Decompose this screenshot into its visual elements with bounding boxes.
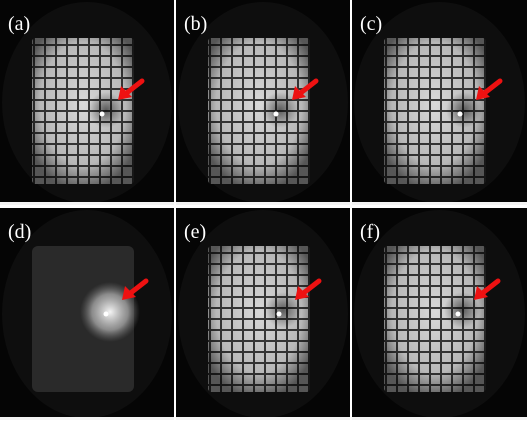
panel: (b)	[176, 0, 350, 205]
panel-edge	[352, 417, 527, 420]
panel-edge	[0, 202, 174, 205]
panel-edge	[352, 202, 527, 205]
hot-spot	[104, 312, 109, 317]
panel: (d)	[0, 208, 174, 420]
figure: (a) (b) (c) (d) (e) (f)	[0, 0, 527, 422]
hot-spot	[277, 312, 282, 317]
panel: (f)	[352, 208, 527, 420]
hot-spot	[456, 312, 461, 317]
panel-label: (a)	[8, 13, 30, 35]
hot-spot	[458, 112, 463, 117]
panel-label: (f)	[360, 221, 380, 243]
panel: (c)	[352, 0, 527, 205]
panel: (a)	[0, 0, 174, 205]
panel-label: (e)	[184, 221, 206, 243]
panel-label: (b)	[184, 13, 207, 35]
panel: (e)	[176, 208, 350, 420]
hot-spot	[274, 112, 279, 117]
hot-spot	[100, 112, 105, 117]
panel-edge	[176, 417, 350, 420]
panel-label: (c)	[360, 13, 382, 35]
panel-edge	[176, 202, 350, 205]
panel-edge	[0, 417, 174, 420]
panel-label: (d)	[8, 221, 31, 243]
